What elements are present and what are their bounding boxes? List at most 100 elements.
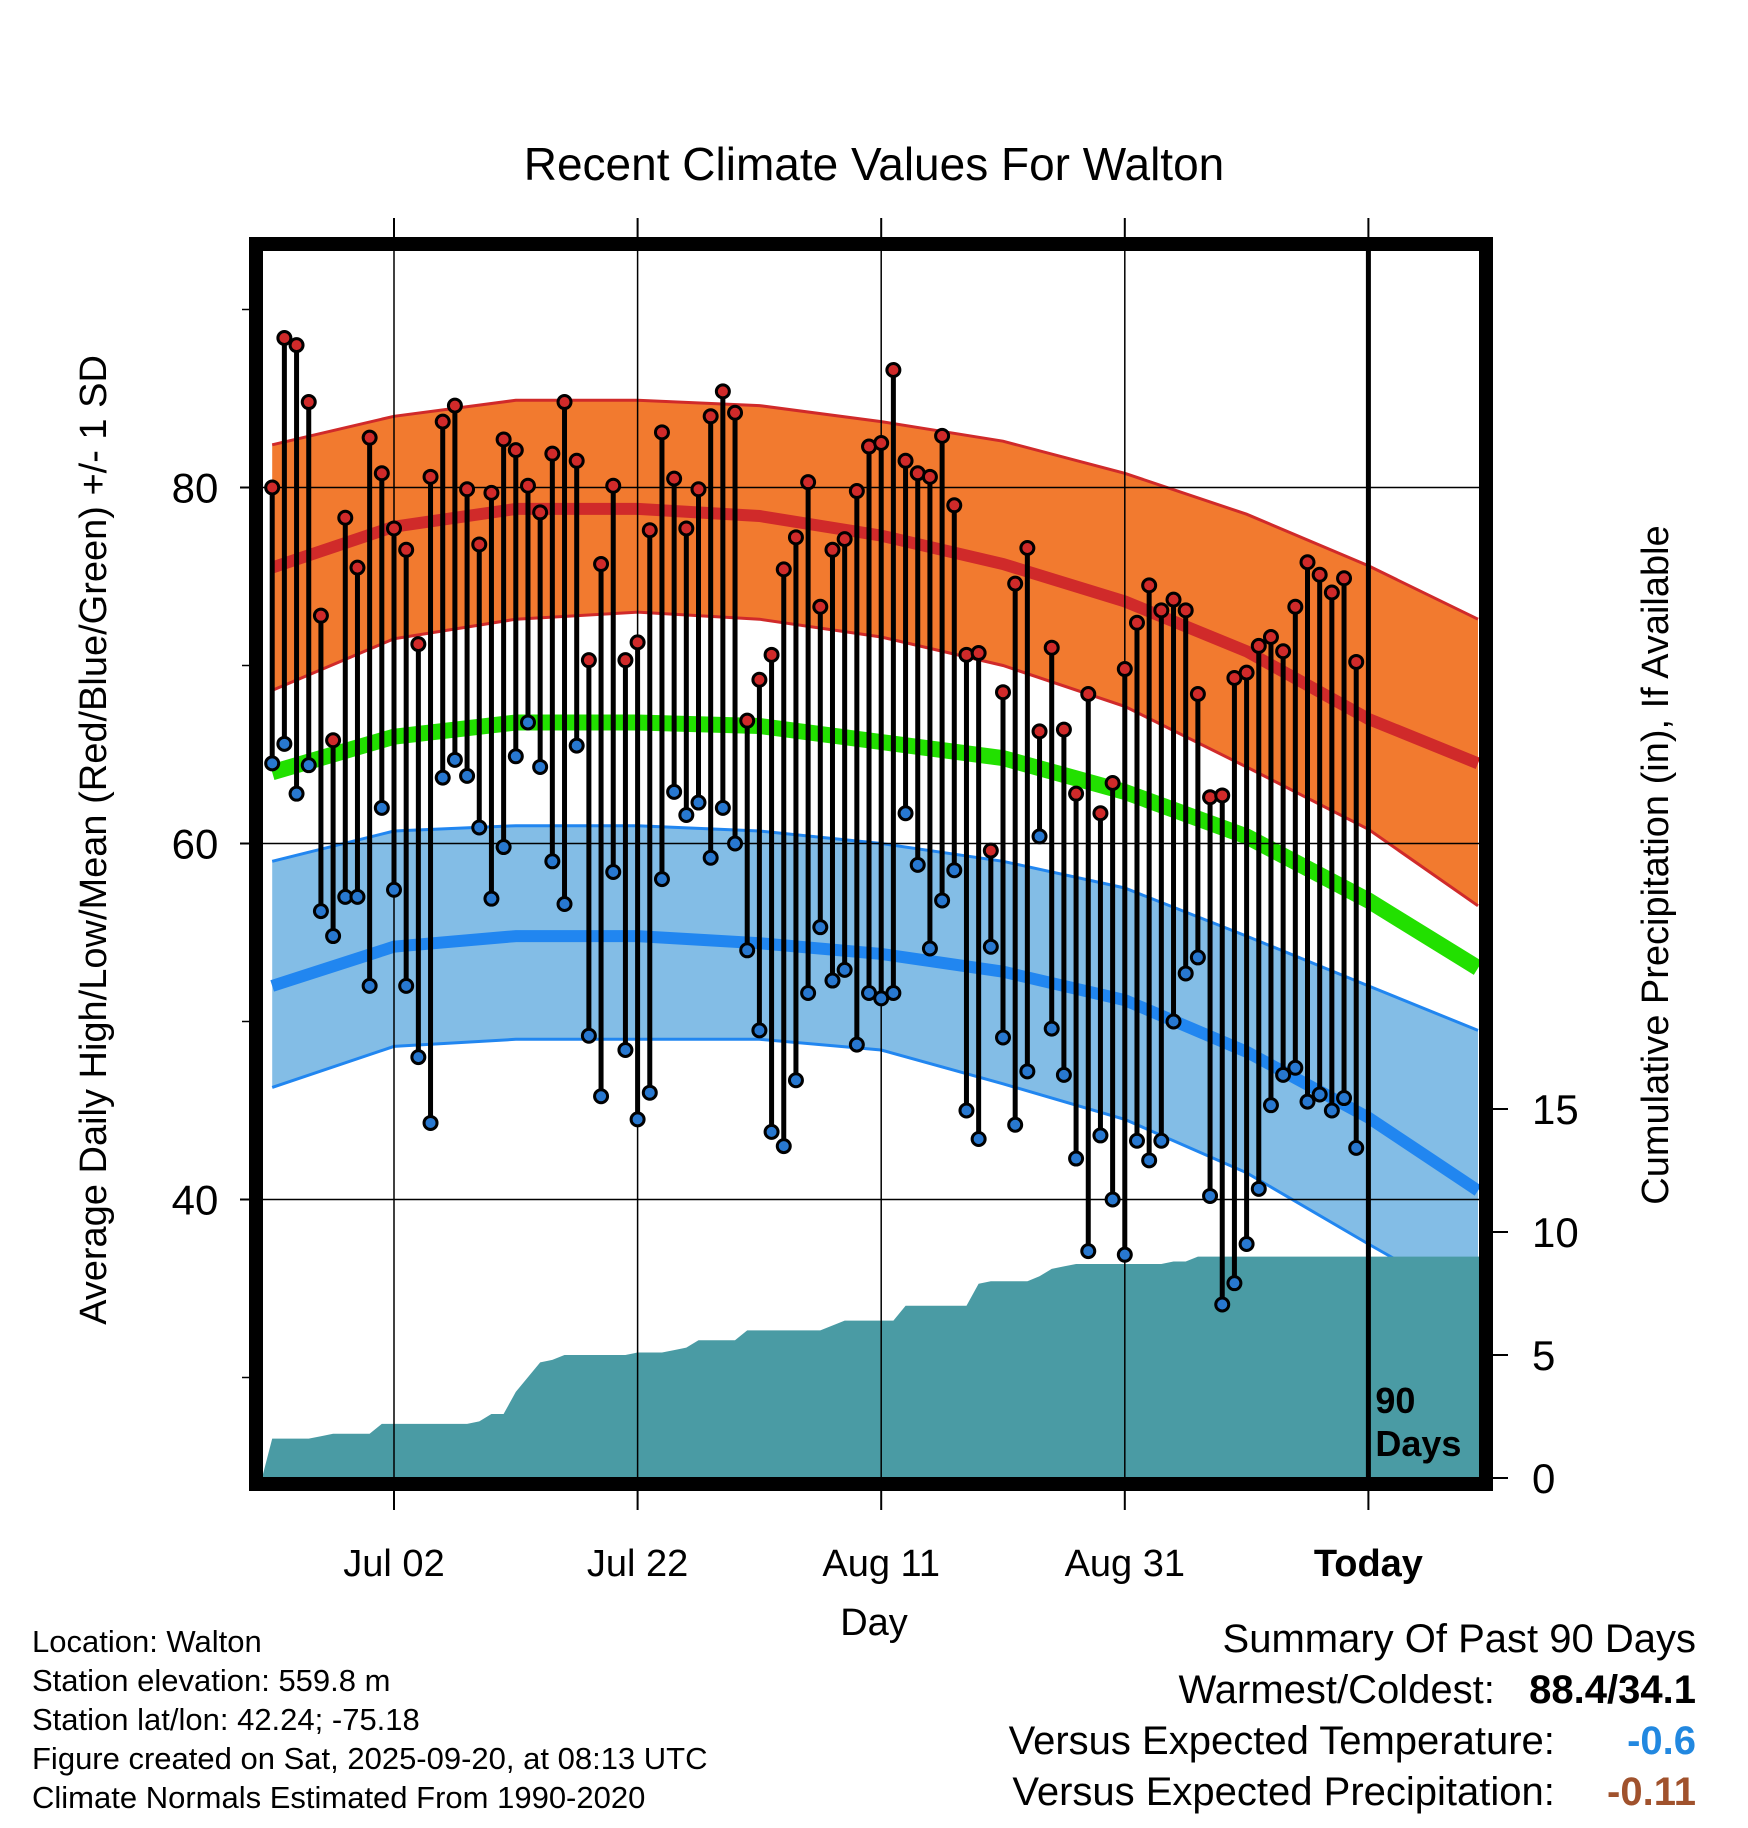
y-tick-label: 60 bbox=[172, 821, 219, 868]
low-point bbox=[1043, 1020, 1060, 1037]
high-point bbox=[629, 634, 646, 651]
x-tick-label: Jul 02 bbox=[343, 1543, 444, 1585]
high-point bbox=[580, 652, 597, 669]
period-label-days: Days bbox=[1375, 1423, 1461, 1464]
low-point bbox=[1177, 965, 1194, 982]
low-point bbox=[276, 735, 293, 752]
low-point bbox=[349, 888, 366, 905]
low-point bbox=[678, 807, 695, 824]
low-point bbox=[1202, 1187, 1219, 1204]
low-point bbox=[544, 853, 561, 870]
created-text: Figure created on Sat, 2025-09-20, at 08… bbox=[32, 1741, 708, 1776]
high-point bbox=[544, 445, 561, 462]
low-point bbox=[495, 839, 512, 856]
low-point bbox=[1311, 1086, 1328, 1103]
low-point bbox=[398, 977, 415, 994]
high-point bbox=[373, 465, 390, 482]
low-point bbox=[373, 799, 390, 816]
high-sd-band bbox=[272, 400, 1479, 906]
high-point bbox=[1019, 540, 1036, 557]
low-point bbox=[519, 714, 536, 731]
y2-axis-label: Cumulative Precipitation (in), If Availa… bbox=[1635, 525, 1677, 1204]
high-point bbox=[1336, 570, 1353, 587]
high-point bbox=[276, 329, 293, 346]
high-point bbox=[800, 474, 817, 491]
high-point bbox=[422, 468, 439, 485]
high-point bbox=[300, 394, 317, 411]
high-point bbox=[1104, 774, 1121, 791]
low-point bbox=[1299, 1093, 1316, 1110]
low-point bbox=[958, 1102, 975, 1119]
high-point bbox=[1238, 664, 1255, 681]
low-point bbox=[909, 856, 926, 873]
low-point bbox=[897, 805, 914, 822]
high-point bbox=[1275, 643, 1292, 660]
low-point bbox=[800, 985, 817, 1002]
high-point bbox=[641, 522, 658, 539]
low-point bbox=[787, 1072, 804, 1089]
low-point bbox=[1068, 1150, 1085, 1167]
warm-cold-row: Warmest/Coldest: 88.4/34.1 bbox=[1009, 1665, 1697, 1716]
low-point bbox=[471, 819, 488, 836]
high-point bbox=[1092, 805, 1109, 822]
location-text: Location: Walton bbox=[32, 1624, 262, 1659]
low-point bbox=[727, 835, 744, 852]
low-point bbox=[1019, 1063, 1036, 1080]
low-point bbox=[934, 892, 951, 909]
high-point bbox=[982, 842, 999, 859]
high-point bbox=[702, 408, 719, 425]
low-point bbox=[422, 1114, 439, 1131]
low-point bbox=[556, 896, 573, 913]
x-tick-label: Today bbox=[1314, 1543, 1423, 1585]
low-point bbox=[1153, 1132, 1170, 1149]
temp-value: -0.6 bbox=[1627, 1719, 1696, 1763]
temp-label: Versus Expected Temperature: bbox=[1008, 1719, 1555, 1763]
high-point bbox=[471, 536, 488, 553]
low-point bbox=[459, 767, 476, 784]
high-point bbox=[787, 529, 804, 546]
chart-title: Recent Climate Values For Walton bbox=[524, 138, 1225, 190]
high-point bbox=[361, 429, 378, 446]
low-point bbox=[1165, 1013, 1182, 1030]
high-point bbox=[1299, 554, 1316, 571]
high-point bbox=[1080, 685, 1097, 702]
high-point bbox=[727, 404, 744, 421]
plot-area bbox=[262, 250, 1480, 1478]
temp-row: Versus Expected Temperature: -0.6 bbox=[1009, 1716, 1696, 1767]
high-point bbox=[519, 477, 536, 494]
high-point bbox=[1031, 723, 1048, 740]
y2-tick-label: 15 bbox=[1532, 1086, 1579, 1133]
latlon-text: Station lat/lon: 42.24; -75.18 bbox=[32, 1702, 420, 1737]
high-point bbox=[1287, 598, 1304, 615]
low-point bbox=[300, 757, 317, 774]
low-point bbox=[641, 1084, 658, 1101]
low-point bbox=[1336, 1090, 1353, 1107]
high-point bbox=[398, 541, 415, 558]
high-point bbox=[714, 383, 731, 400]
high-point bbox=[995, 684, 1011, 701]
high-point bbox=[337, 509, 354, 526]
high-point bbox=[1068, 785, 1085, 802]
high-point bbox=[1007, 575, 1024, 592]
low-point bbox=[921, 940, 938, 957]
x-tick-label: Jul 22 bbox=[587, 1543, 688, 1585]
low-point bbox=[1128, 1132, 1145, 1149]
low-point bbox=[434, 769, 451, 786]
elevation-text: Station elevation: 559.8 m bbox=[32, 1663, 391, 1698]
y-tick-label: 80 bbox=[172, 465, 219, 512]
low-point bbox=[568, 737, 585, 754]
warm-cold-label: Warmest/Coldest: bbox=[1178, 1668, 1495, 1712]
low-point bbox=[1092, 1127, 1109, 1144]
high-point bbox=[1214, 787, 1231, 804]
low-point bbox=[532, 758, 549, 775]
high-point bbox=[1262, 629, 1279, 646]
high-point bbox=[507, 442, 524, 459]
high-point bbox=[934, 427, 951, 444]
low-point bbox=[617, 1041, 634, 1058]
low-point bbox=[580, 1027, 597, 1044]
high-point bbox=[873, 435, 890, 451]
high-point bbox=[653, 424, 670, 441]
high-point bbox=[921, 468, 938, 485]
summary-title: Summary Of Past 90 Days bbox=[1222, 1617, 1696, 1661]
high-point bbox=[824, 541, 841, 558]
